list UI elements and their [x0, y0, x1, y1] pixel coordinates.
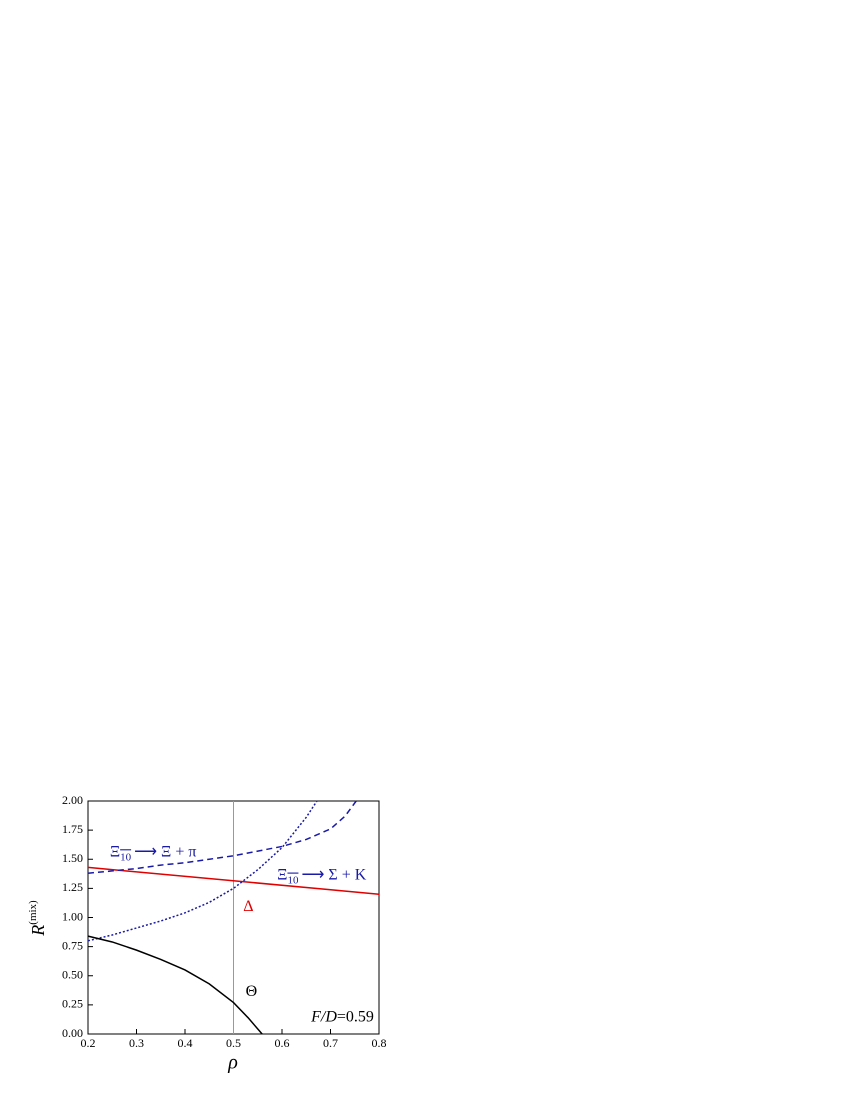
y-tick-label: 1.75 [62, 822, 83, 836]
x-tick-label: 0.2 [81, 1036, 96, 1050]
annotation: F/D=0.59 [310, 1008, 374, 1025]
annotation-rest: ⟶ Ξ + π [134, 843, 196, 860]
annotation: Ξ10 ⟶ Σ + K [277, 866, 367, 886]
series-line [87, 935, 263, 1035]
x-tick-label: 0.3 [129, 1036, 144, 1050]
y-tick-label: 0.75 [62, 938, 83, 952]
y-tick-label: 1.50 [62, 851, 83, 865]
x-tick-label: 0.4 [178, 1036, 193, 1050]
annotation-italic: F/D [310, 1008, 337, 1025]
annotation-symbol: Θ [246, 983, 258, 1000]
y-label-main: R [28, 925, 48, 937]
annotation-sub: 10 [287, 874, 299, 886]
annotation-sub: 10 [120, 851, 132, 863]
y-label-sup: (mix) [27, 900, 39, 925]
x-tick-label: 0.5 [226, 1036, 241, 1050]
y-axis-label: R(mix) [27, 900, 49, 937]
annotation: Θ [246, 983, 258, 1000]
x-axis-label: ρ [227, 1052, 238, 1074]
x-tick-label: 0.6 [275, 1036, 290, 1050]
y-tick-label: 0.00 [62, 1026, 83, 1040]
annotation-symbol: Δ [243, 898, 253, 915]
series-line [87, 866, 380, 895]
annotation-symbol: Ξ [277, 866, 287, 883]
x-tick-label: 0.8 [372, 1036, 387, 1050]
annotation: Δ [243, 898, 253, 915]
y-tick-label: 2.00 [62, 793, 83, 807]
y-tick-label: 1.00 [62, 909, 83, 923]
annotation-rest: ⟶ Σ + K [301, 866, 366, 883]
annotation: Ξ10 ⟶ Ξ + π [110, 843, 197, 863]
series-line [87, 800, 318, 942]
annotation-rest: =0.59 [337, 1008, 374, 1025]
y-tick-label: 0.50 [62, 968, 83, 982]
y-tick-label: 1.25 [62, 880, 83, 894]
y-tick-label: 0.25 [62, 997, 83, 1011]
x-tick-label: 0.7 [323, 1036, 338, 1050]
annotation-symbol: Ξ [110, 843, 120, 860]
